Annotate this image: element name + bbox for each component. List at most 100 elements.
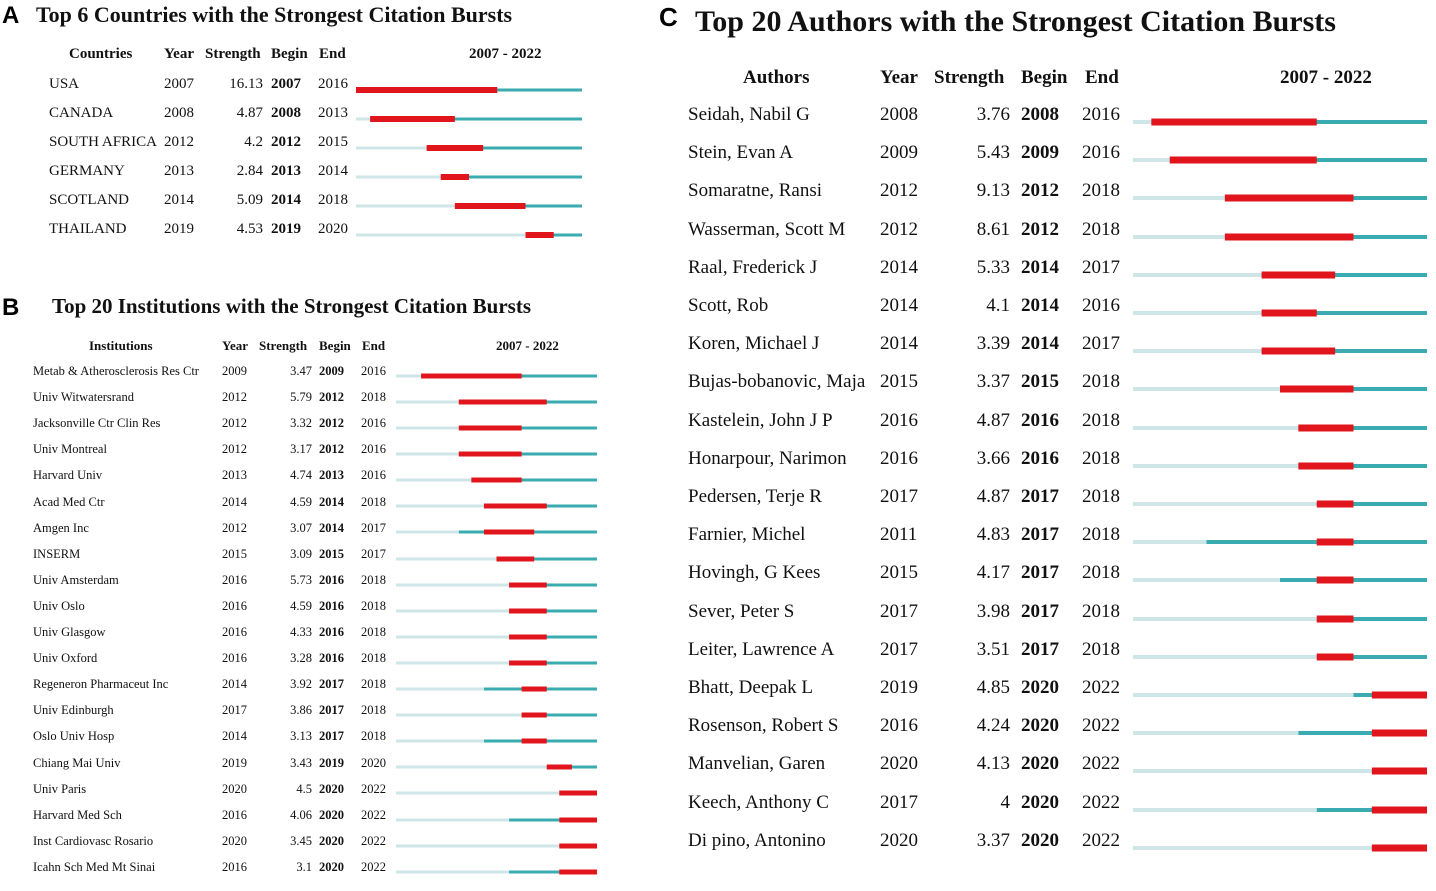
row-year: 2019 <box>222 755 247 770</box>
row-year: 2008 <box>880 104 918 125</box>
burst-bar <box>421 373 522 379</box>
timeline-inactive <box>1133 425 1299 430</box>
row-end: 2018 <box>361 729 386 744</box>
timeline-inactive <box>356 146 427 150</box>
burst-timeline <box>1133 767 1427 775</box>
row-begin: 2014 <box>1021 295 1059 316</box>
burst-timeline <box>356 203 582 210</box>
row-strength: 5.33 <box>976 256 1010 278</box>
burst-timeline <box>1133 233 1427 241</box>
timeline-active <box>1261 311 1427 316</box>
burst-timeline <box>1133 462 1427 470</box>
col-header-year: Year <box>222 338 248 353</box>
row-strength: 3.51 <box>976 638 1010 660</box>
row-begin: 2008 <box>1021 104 1059 125</box>
burst-timeline <box>1133 500 1427 508</box>
row-label: Harvard Univ <box>33 468 103 483</box>
timeline-active <box>1316 502 1427 507</box>
burst-bar <box>1316 615 1354 623</box>
row-year: 2014 <box>880 295 918 316</box>
row-end: 2016 <box>361 468 386 483</box>
row-begin: 2012 <box>1021 180 1059 202</box>
row-begin: 2012 <box>319 442 344 457</box>
timeline-inactive <box>396 739 484 743</box>
burst-timeline <box>1133 615 1427 623</box>
row-end: 2018 <box>361 598 386 613</box>
timeline-active <box>370 117 582 121</box>
row-end: 2020 <box>318 221 348 237</box>
burst-bar <box>496 556 535 562</box>
burst-bar <box>483 503 547 509</box>
timeline-inactive <box>396 504 484 508</box>
row-end: 2018 <box>1082 562 1120 584</box>
timeline-active <box>521 713 597 717</box>
row-strength: 9.13 <box>976 180 1010 202</box>
row-year: 2012 <box>222 442 247 457</box>
burst-bar <box>1316 500 1354 508</box>
row-strength: 3.43 <box>290 755 312 770</box>
row-year: 2007 <box>164 76 194 92</box>
timeline-inactive <box>1133 502 1317 507</box>
burst-timeline <box>396 686 597 692</box>
row-year: 2014 <box>222 494 247 509</box>
timeline-inactive <box>356 117 371 121</box>
row-end: 2018 <box>361 703 386 718</box>
burst-bar <box>509 634 547 640</box>
row-end: 2017 <box>1082 333 1120 355</box>
row-label: Leiter, Lawrence A <box>688 638 835 660</box>
burst-bar <box>1371 691 1427 699</box>
row-label: Sever, Peter S <box>688 600 795 622</box>
burst-bar <box>1316 538 1354 546</box>
burst-bar <box>454 203 526 210</box>
row-year: 2020 <box>880 829 918 851</box>
timeline-inactive <box>1133 578 1280 583</box>
row-year: 2014 <box>880 256 918 278</box>
burst-timeline <box>396 608 597 614</box>
col-header-range: 2007 - 2022 <box>469 46 542 62</box>
burst-bar <box>1316 576 1354 584</box>
row-begin: 2016 <box>1021 447 1059 469</box>
timeline-inactive <box>1133 349 1262 354</box>
row-year: 2016 <box>880 715 918 737</box>
row-begin: 2013 <box>319 468 344 483</box>
row-end: 2018 <box>1082 638 1120 660</box>
row-end: 2018 <box>1082 486 1120 507</box>
col-header-label: Authors <box>743 67 810 88</box>
row-year: 2016 <box>222 625 247 639</box>
row-end: 2022 <box>361 859 386 874</box>
timeline-inactive <box>396 844 560 848</box>
row-label: CANADA <box>49 105 114 121</box>
row-begin: 2008 <box>271 105 301 121</box>
row-label: INSERM <box>33 546 81 561</box>
row-strength: 4.13 <box>976 753 1010 775</box>
row-end: 2018 <box>361 651 386 666</box>
row-strength: 3.09 <box>290 546 312 561</box>
row-year: 2020 <box>222 833 247 848</box>
timeline-active <box>1316 616 1427 621</box>
row-begin: 2017 <box>1021 562 1059 584</box>
row-label: Univ Oxford <box>33 651 98 666</box>
row-strength: 16.13 <box>229 76 263 92</box>
burst-bar <box>440 174 469 181</box>
burst-timeline <box>356 145 582 152</box>
row-label: Di pino, Antonino <box>688 829 826 851</box>
row-strength: 4.53 <box>236 221 263 237</box>
timeline-active <box>1298 731 1427 736</box>
burst-timeline <box>396 582 597 588</box>
burst-bar <box>1298 462 1354 470</box>
col-header-end: End <box>1085 67 1119 88</box>
col-header-year: Year <box>164 46 194 62</box>
burst-bar <box>1371 729 1427 737</box>
row-year: 2016 <box>222 807 247 822</box>
row-begin: 2017 <box>319 703 344 718</box>
timeline-active <box>509 583 597 587</box>
timeline-inactive <box>396 765 547 769</box>
row-end: 2016 <box>361 364 386 378</box>
timeline-inactive <box>396 557 497 561</box>
row-strength: 3.98 <box>976 600 1010 622</box>
row-end: 2016 <box>1082 104 1120 125</box>
row-label: Jacksonville Ctr Clin Res <box>33 416 161 431</box>
row-end: 2016 <box>1082 142 1120 164</box>
burst-timeline <box>396 425 597 431</box>
timeline-inactive <box>1133 616 1317 621</box>
